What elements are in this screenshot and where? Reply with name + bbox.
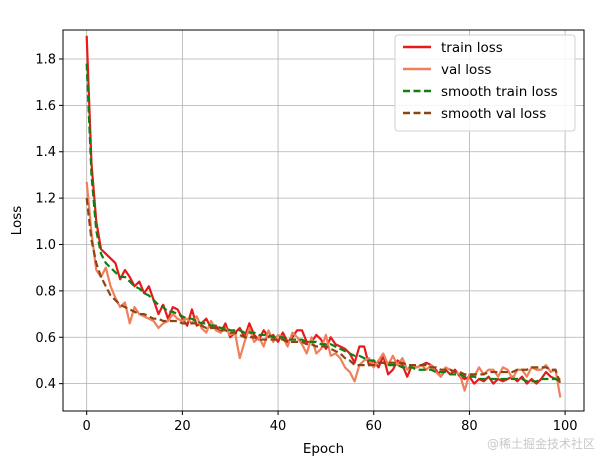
y-tick-label: 1.4 [35,145,56,160]
legend-label-0: train loss [441,40,503,56]
y-tick-label: 1.8 [35,52,56,67]
legend-box [394,34,576,132]
series-line-1 [85,181,562,398]
x-tick-label: 100 [553,419,578,434]
legend: train loss val loss smooth train loss smoot… [394,34,576,132]
y-tick-label: 1.0 [35,238,56,253]
x-tick-label: 60 [365,419,382,434]
x-axis-label: Epoch [303,441,344,456]
y-tick-label: 1.2 [35,192,56,207]
plot-frame [62,29,585,412]
series-line-2 [85,63,561,383]
y-tick-label: 1.6 [35,99,56,114]
y-tick-label: 0.8 [35,284,56,299]
series-group [85,35,562,398]
x-tick-label: 0 [83,419,91,434]
y-tick-label: 0.6 [35,331,56,346]
legend-label-3: smooth val loss [441,106,546,122]
x-tick-label: 20 [174,419,191,434]
legend-label-1: val loss [441,62,491,78]
x-tick-label: 40 [270,419,287,434]
y-axis-label: Loss [9,206,25,236]
legend-label-2: smooth train loss [441,84,558,100]
series-line-3 [85,197,562,384]
y-tick-label: 0.4 [35,377,56,392]
axis-ticks: 0 20 40 60 80 100 0.4 0.6 0.8 1.0 1.2 1.4 1.6 1.8 [35,52,577,434]
watermark: @稀土掘金技术社区 [486,437,595,451]
x-tick-label: 80 [461,419,478,434]
